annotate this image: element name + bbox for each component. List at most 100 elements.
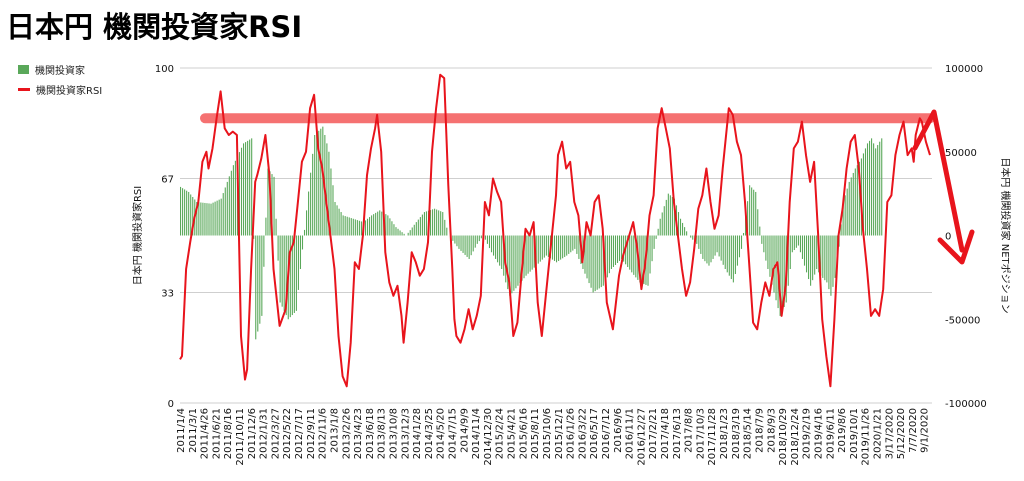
bar [369,217,371,236]
bar [856,165,858,236]
bar [761,235,763,244]
bar [285,235,287,316]
x-tick-label: 2017/2/21 [648,408,659,459]
bar [186,190,188,236]
bar [497,235,499,263]
bar [395,227,397,236]
bar [734,235,736,275]
bar [551,235,554,260]
bar [472,235,474,252]
bar [769,235,771,277]
bar [566,235,568,256]
legend-item-line: 機関投資家RSI [18,82,102,97]
x-tick-label: 2016/1/26 [566,408,577,459]
bar [407,232,409,236]
x-tick-label: 2020/1/21 [873,408,884,459]
bar [238,152,241,236]
bar [228,176,230,236]
x-tick-label: 2018/9/3 [766,408,777,453]
x-tick-label: 2014/1/28 [412,408,423,459]
x-tick-label: 2018/5/14 [743,408,754,459]
bar [379,210,381,236]
bar [623,235,625,262]
bar [389,218,391,236]
bar [814,235,816,275]
x-tick-label: 2011/4/26 [200,408,211,459]
bar [232,165,234,236]
bar [511,235,513,294]
bar [525,235,527,276]
x-tick-label: 2014/3/25 [424,408,435,459]
x-tick-label: 2015/10/6 [542,408,553,459]
bar [458,235,460,249]
bar [484,235,486,240]
bar [281,235,283,307]
bar [393,224,395,236]
bar [692,235,694,240]
bar [184,189,186,236]
bar [261,235,263,316]
bar [314,135,316,236]
bar [822,235,824,278]
bar [517,235,519,286]
bar [596,235,598,290]
bar [377,211,379,236]
bar [316,132,318,236]
bar [310,172,312,236]
bar [793,235,795,251]
bar [306,210,308,236]
bar [401,232,403,236]
bar [387,215,389,236]
bar [639,235,641,283]
bar [864,148,867,236]
bar [812,235,814,281]
bar [334,202,336,236]
x-tick-label: 5/12/2020 [896,408,907,459]
bar [373,214,375,236]
bar [716,235,718,253]
bar [578,235,580,259]
bar [706,235,708,264]
bar [336,205,338,236]
bar [468,235,470,259]
x-tick-label: 2015/2/24 [495,408,506,459]
bar [358,220,360,236]
bar [698,235,700,249]
x-tick-label: 2011/3/1 [188,408,199,453]
bar [230,170,232,236]
bar [545,235,547,256]
bar [251,138,253,236]
bar [771,235,773,285]
bar [641,235,643,284]
bar [606,235,608,278]
y-left-tick-label: 100 [155,64,174,75]
bar [643,235,645,285]
bar [665,199,667,236]
x-tick-label: 2013/6/18 [365,408,376,459]
bar [348,217,350,236]
bar [830,235,832,296]
bar [490,235,493,253]
bar [391,221,393,236]
bar [852,172,854,236]
bar [495,235,497,259]
bar [245,142,247,236]
bar [206,203,208,236]
bar [631,235,633,273]
bar [432,209,434,236]
bar [474,235,476,248]
bar [501,235,503,269]
x-tick-label: 7/7/2020 [908,408,919,453]
x-tick-label: 2018/7/9 [755,408,766,453]
bar [679,218,682,236]
bar [682,222,684,236]
bar [781,235,783,312]
x-tick-label: 2019/6/11 [825,408,836,459]
bar [759,226,761,236]
bar [669,195,671,236]
bar [289,235,291,318]
bar [279,235,281,303]
bar [480,235,482,239]
x-tick-label: 2014/9/9 [459,408,470,453]
bar [767,235,769,269]
